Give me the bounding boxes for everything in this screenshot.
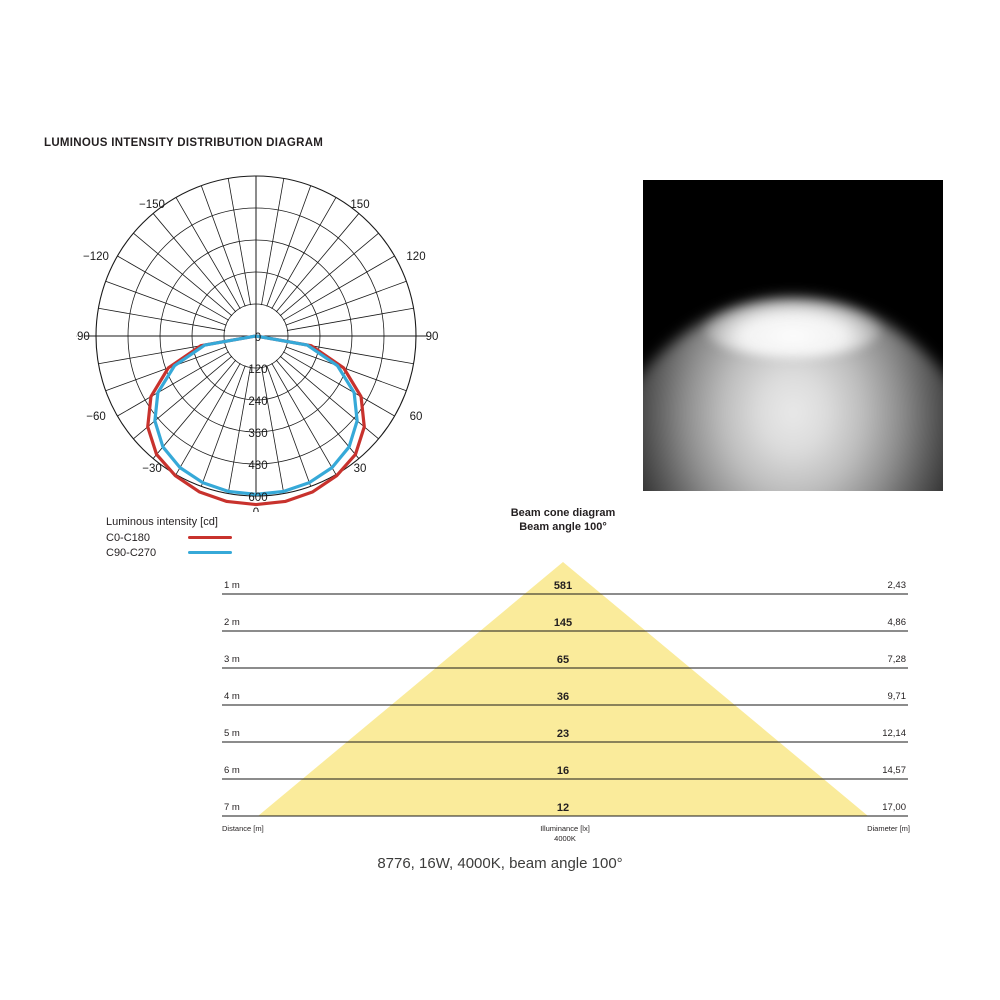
footer-diameter-label: Diameter [m]: [867, 824, 910, 833]
beam-cone-title: Beam cone diagram Beam angle 100°: [413, 506, 713, 534]
beam-cone-diameter: 7,28: [888, 654, 907, 665]
beam-cone-diagram: 1 m 581 2,43 2 m 145 4,86 3 m 65 7,28 4 m 36 9,71 5 …: [220, 545, 910, 845]
beam-cone-illuminance: 65: [557, 654, 569, 666]
beam-cone-title-line2: Beam angle 100°: [519, 521, 607, 533]
polar-curves: [146, 334, 366, 507]
svg-text:120: 120: [248, 364, 267, 376]
svg-text:−90: −90: [76, 331, 90, 343]
legend-title: Luminous intensity [cd]: [106, 516, 218, 528]
beam-cone-footer: Distance [m] Illuminance [lx] 4000K Diam…: [220, 822, 910, 852]
beam-cone-title-line1: Beam cone diagram: [510, 507, 616, 519]
beam-cone-distance: 2 m: [224, 617, 240, 628]
beam-cone-diameter: 4,86: [888, 617, 907, 628]
legend-swatch-c90-c270: [188, 550, 232, 555]
svg-text:60: 60: [410, 411, 423, 423]
footer-illuminance-title: Illuminance [lx]: [540, 824, 590, 833]
beam-cone-rows: 1 m 581 2,43 2 m 145 4,86 3 m 65 7,28 4 m 36 9,71 5 …: [222, 580, 908, 817]
svg-text:120: 120: [406, 251, 425, 263]
legend-item-c90-c270: C90-C270: [106, 545, 346, 560]
svg-text:−150: −150: [139, 199, 165, 211]
beam-cone-diameter: 9,71: [888, 691, 907, 702]
beam-cone-diameter: 12,14: [882, 728, 906, 739]
svg-text:240: 240: [248, 396, 267, 408]
beam-cone-distance: 4 m: [224, 691, 240, 702]
polar-radial-labels: 0 120 240 360 480 600: [248, 332, 267, 504]
beam-cone-illuminance: 145: [554, 617, 572, 629]
beam-cone-distance: 1 m: [224, 580, 240, 591]
legend-label-c90-c270: C90-C270: [106, 546, 157, 559]
beam-cone-illuminance: 36: [557, 691, 569, 703]
beam-cone-svg: 1 m 581 2,43 2 m 145 4,86 3 m 65 7,28 4 m 36 9,71 5 …: [222, 562, 908, 817]
beam-cone-shape: [258, 562, 868, 816]
beam-cone-diameter: 17,00: [882, 802, 906, 813]
beam-cone-illuminance: 23: [557, 728, 569, 740]
beam-cone-diameter: 14,57: [882, 765, 906, 776]
beam-cone-distance: 7 m: [224, 802, 240, 813]
beam-cone-illuminance: 16: [557, 765, 569, 777]
page-title: LUMINOUS INTENSITY DISTRIBUTION DIAGRAM: [44, 137, 324, 149]
svg-text:0: 0: [253, 507, 259, 512]
svg-text:150: 150: [350, 199, 369, 211]
beam-cone-illuminance: 12: [557, 802, 569, 814]
legend-label-c0-c180: C0-C180: [106, 531, 151, 544]
svg-text:−30: −30: [142, 463, 162, 475]
svg-text:600: 600: [248, 492, 267, 504]
legend-swatch-c0-c180: [188, 535, 232, 540]
photo-hotspot: [705, 300, 881, 358]
footer-illuminance-cct: 4000K: [554, 833, 576, 843]
svg-text:480: 480: [248, 460, 267, 472]
legend-item-c0-c180: C0-C180: [106, 530, 346, 545]
product-caption: 8776, 16W, 4000K, beam angle 100°: [377, 855, 623, 872]
beam-cone-distance: 6 m: [224, 765, 240, 776]
svg-text:360: 360: [248, 428, 267, 440]
svg-text:−60: −60: [86, 411, 106, 423]
svg-text:90: 90: [426, 331, 439, 343]
svg-text:−120: −120: [83, 251, 109, 263]
beam-cone-distance: 5 m: [224, 728, 240, 739]
svg-text:0: 0: [255, 332, 261, 344]
beam-cone-illuminance: 581: [554, 580, 572, 592]
polar-grid: [84, 175, 428, 497]
beam-cone-diameter: 2,43: [888, 580, 907, 591]
polar-legend: Luminous intensity [cd] C0-C180 C90-C270: [106, 516, 346, 560]
svg-text:30: 30: [354, 463, 367, 475]
beam-cone-distance: 3 m: [224, 654, 240, 665]
footer-illuminance-label: Illuminance [lx] 4000K: [220, 824, 910, 843]
footer-distance-label: Distance [m]: [222, 824, 264, 833]
light-distribution-photo: [643, 180, 943, 491]
